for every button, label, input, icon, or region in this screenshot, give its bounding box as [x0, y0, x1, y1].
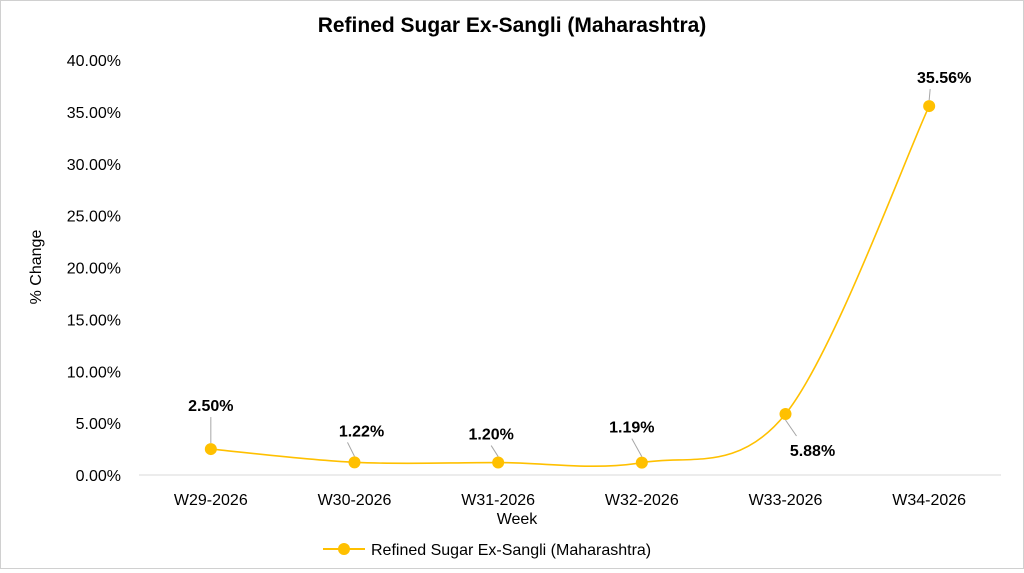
y-tick-label: 15.00% — [67, 312, 121, 329]
data-label-leader — [928, 89, 931, 101]
chart-title: Refined Sugar Ex-Sangli (Maharashtra) — [318, 14, 707, 37]
data-point — [492, 456, 505, 469]
data-label: 2.50% — [188, 398, 233, 415]
data-point — [348, 456, 361, 469]
data-label-leader — [347, 442, 355, 457]
data-label-leader — [631, 438, 643, 457]
x-tick-label: W32-2026 — [605, 492, 679, 509]
y-tick-label: 20.00% — [67, 261, 121, 278]
y-tick-label: 40.00% — [67, 53, 121, 70]
legend-label: Refined Sugar Ex-Sangli (Maharashtra) — [371, 542, 651, 559]
data-label-leader — [490, 445, 499, 457]
y-tick-label: 5.00% — [76, 416, 121, 433]
data-point — [923, 100, 936, 113]
x-tick-label: W34-2026 — [892, 492, 966, 509]
data-label: 1.20% — [468, 427, 513, 444]
y-tick-label: 10.00% — [67, 364, 121, 381]
data-label: 5.88% — [790, 443, 835, 460]
x-tick-label: W33-2026 — [749, 492, 823, 509]
series-line — [210, 105, 930, 468]
data-label: 1.19% — [609, 420, 654, 437]
data-label: 35.56% — [917, 70, 971, 87]
x-axis-ticks: W29-2026 W30-2026 W31-2026 W32-2026 W33-2026… — [174, 492, 966, 509]
x-tick-label: W29-2026 — [174, 492, 248, 509]
y-tick-label: 30.00% — [67, 157, 121, 174]
x-tick-label: W31-2026 — [461, 492, 535, 509]
legend-marker-swatch — [338, 543, 350, 555]
y-axis-ticks: 0.00% 5.00% 10.00% 15.00% 20.00% 25.00% 30.00%… — [67, 53, 121, 485]
x-tick-label: W30-2026 — [318, 492, 392, 509]
series-layer: 2.50% 1.22% 1.20% 1.19% 5.88% 35.56% — [188, 70, 971, 469]
y-tick-label: 35.00% — [67, 105, 121, 122]
data-point — [779, 407, 792, 420]
legend: Refined Sugar Ex-Sangli (Maharashtra) — [323, 542, 651, 559]
y-tick-label: 25.00% — [67, 209, 121, 226]
y-tick-label: 0.00% — [76, 468, 121, 485]
data-point — [635, 456, 648, 469]
data-point — [204, 443, 217, 456]
data-label: 1.22% — [339, 423, 384, 440]
data-label-leader — [785, 419, 797, 437]
x-axis-title: Week — [497, 511, 539, 528]
y-axis-title: % Change — [28, 230, 45, 305]
